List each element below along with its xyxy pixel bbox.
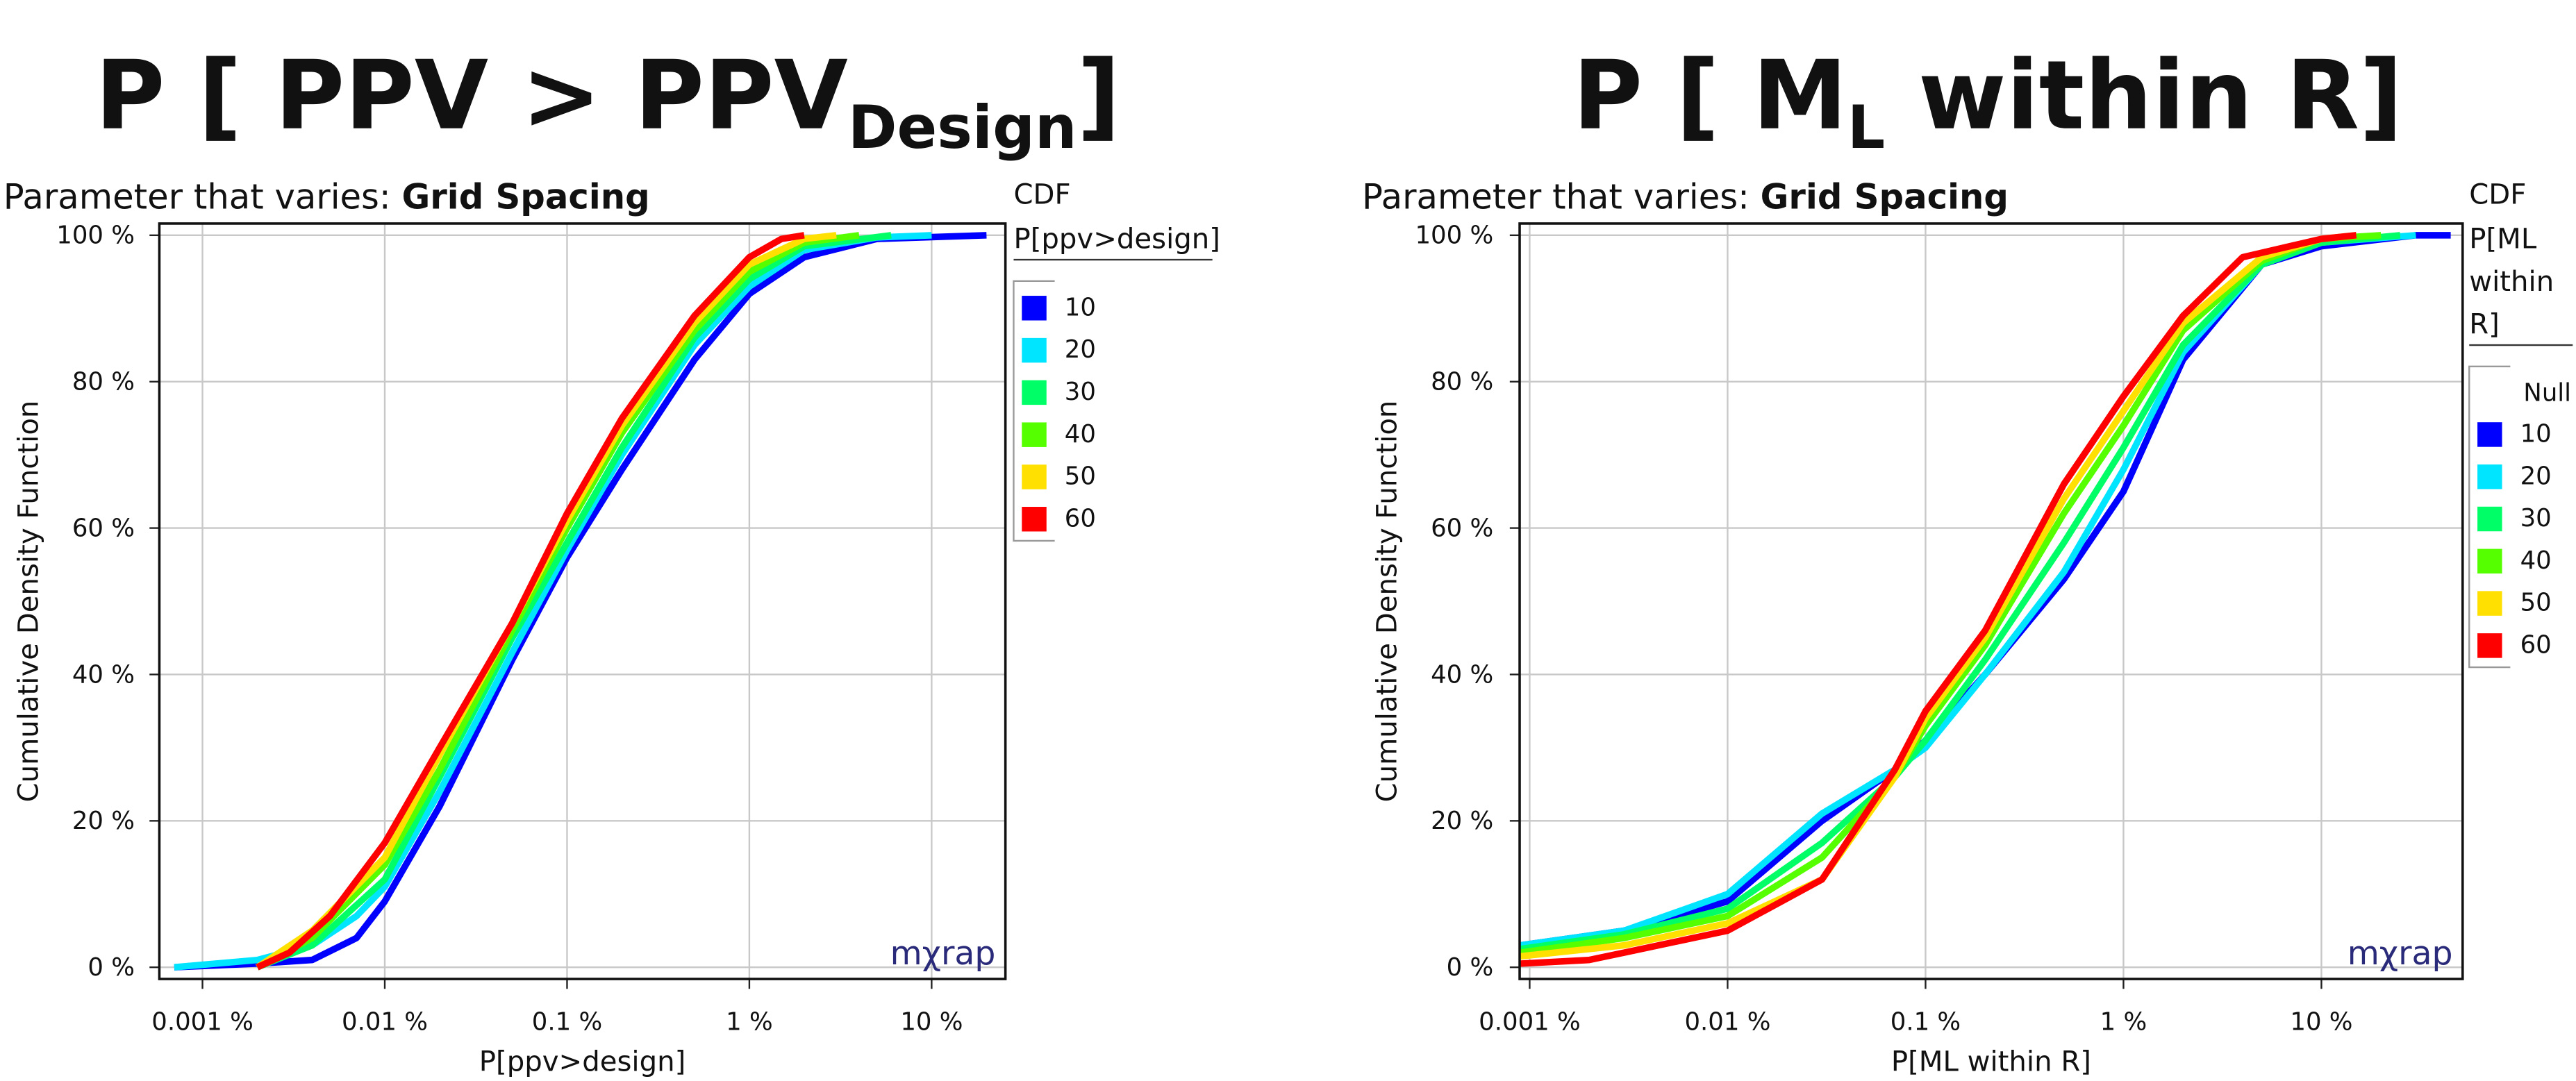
legend-label: 30 [2520, 504, 2552, 533]
y-tick-label: 80 % [1431, 368, 1493, 396]
legend-title: CDF [1013, 179, 1070, 211]
title-text: P [ PPV > PPV [95, 41, 848, 151]
chart: P [ PPV > PPVDesign] Parameter that varie… [3, 41, 1220, 1078]
legend-swatch [1022, 507, 1047, 532]
legend-title: CDF [2469, 179, 2526, 211]
x-tick-label: 0.1 % [1891, 1007, 1961, 1036]
watermark: mχrap [890, 935, 996, 973]
x-tick-label: 0.1 % [532, 1007, 602, 1036]
cdf-line [1520, 232, 2357, 967]
subtitle-label: Parameter that varies: [1362, 177, 1761, 217]
legend-null: Null [2523, 378, 2571, 407]
y-tick-label: 20 % [72, 807, 135, 835]
legend-label: 50 [2520, 589, 2552, 617]
chart-title: P [ PPV > PPVDesign] [95, 41, 1120, 162]
title-text: P [ M [1573, 41, 1847, 151]
x-tick-label: 0.001 % [151, 1007, 254, 1036]
title-text: ] [1077, 41, 1121, 151]
x-tick-label: 1 % [726, 1007, 773, 1036]
cdf-line [1520, 232, 2451, 949]
cdf-line [1520, 232, 2416, 949]
legend-label: 10 [2520, 420, 2552, 449]
legend-swatch [1022, 337, 1047, 363]
x-tick-label: 0.01 % [342, 1007, 428, 1036]
cdf-line [174, 232, 932, 971]
y-axis-label: Cumulative Density Function [1372, 401, 1404, 803]
cdf-line [1520, 232, 2382, 956]
legend-label: 20 [2520, 462, 2552, 490]
legend-swatch [1022, 422, 1047, 447]
chart-title: P [ ML within R] [1573, 41, 2403, 162]
y-tick-label: 100 % [1415, 221, 1493, 250]
cdf-line [174, 232, 987, 971]
legend-label: 60 [1065, 504, 1096, 533]
legend-swatch [1022, 464, 1047, 489]
y-tick-label: 80 % [72, 368, 135, 396]
y-axis-label: Cumulative Density Function [13, 401, 44, 803]
plot-frame [158, 222, 1007, 980]
chart: P [ ML within R] Parameter that varies: G… [1362, 41, 2573, 1078]
legend-swatch [2477, 506, 2502, 532]
x-tick-label: 10 % [2290, 1007, 2352, 1036]
y-tick-label: 0 % [88, 953, 135, 982]
legend-label: 60 [2520, 631, 2552, 660]
legend-swatch [2477, 591, 2502, 616]
y-tick-label: 0 % [1447, 953, 1494, 982]
title-text: within R] [1885, 41, 2403, 151]
title-subscript: L [1847, 94, 1885, 162]
y-tick-label: 40 % [1431, 660, 1493, 689]
y-tick-label: 20 % [1431, 807, 1493, 835]
cdf-line [1520, 232, 2401, 953]
subtitle-value: Grid Spacing [401, 177, 649, 217]
legend-label: 50 [1065, 462, 1096, 491]
x-axis-label: P[ppv>design] [479, 1046, 686, 1078]
watermark: mχrap [2348, 935, 2453, 973]
legend-label: 10 [1065, 293, 1096, 321]
y-tick-label: 60 % [1431, 514, 1493, 542]
x-tick-label: 0.01 % [1684, 1007, 1770, 1036]
legend-swatch [2477, 548, 2502, 574]
cdf-line [256, 232, 805, 971]
x-tick-label: 10 % [900, 1007, 963, 1036]
cdf-line [256, 232, 860, 971]
legend-label: 20 [1065, 335, 1096, 364]
subtitle-value: Grid Spacing [1761, 177, 2009, 217]
legend-swatch [1022, 380, 1047, 405]
subtitle-label: Parameter that varies: [3, 177, 402, 217]
x-tick-label: 0.001 % [1479, 1007, 1581, 1036]
title-subscript: Design [848, 94, 1077, 162]
y-tick-label: 60 % [72, 514, 135, 542]
plot-frame [1518, 222, 2464, 980]
legend-box [1013, 280, 1055, 542]
cdf-line [256, 232, 892, 971]
x-axis-label: P[ML within R] [1891, 1046, 2091, 1078]
y-tick-label: 40 % [72, 660, 135, 689]
legend-subtitle: within [2469, 266, 2554, 298]
legend-subtitle: P[ML [2469, 223, 2537, 255]
legend-label: 40 [2520, 546, 2552, 575]
legend-label: 30 [1065, 378, 1096, 406]
subtitle: Parameter that varies: Grid Spacing [3, 177, 650, 217]
legend-swatch [2477, 633, 2502, 658]
subtitle: Parameter that varies: Grid Spacing [1362, 177, 2009, 217]
legend-box [2468, 365, 2511, 669]
legend-subtitle: P[ppv>design] [1013, 223, 1220, 255]
y-tick-label: 100 % [56, 221, 135, 250]
legend-label: 40 [1065, 420, 1096, 449]
legend-swatch [2477, 422, 2502, 447]
legend-swatch [1022, 296, 1047, 321]
legend-swatch [2477, 464, 2502, 489]
cdf-line [1520, 232, 2357, 960]
x-tick-label: 1 % [2100, 1007, 2147, 1036]
legend-subtitle: R] [2469, 308, 2500, 340]
